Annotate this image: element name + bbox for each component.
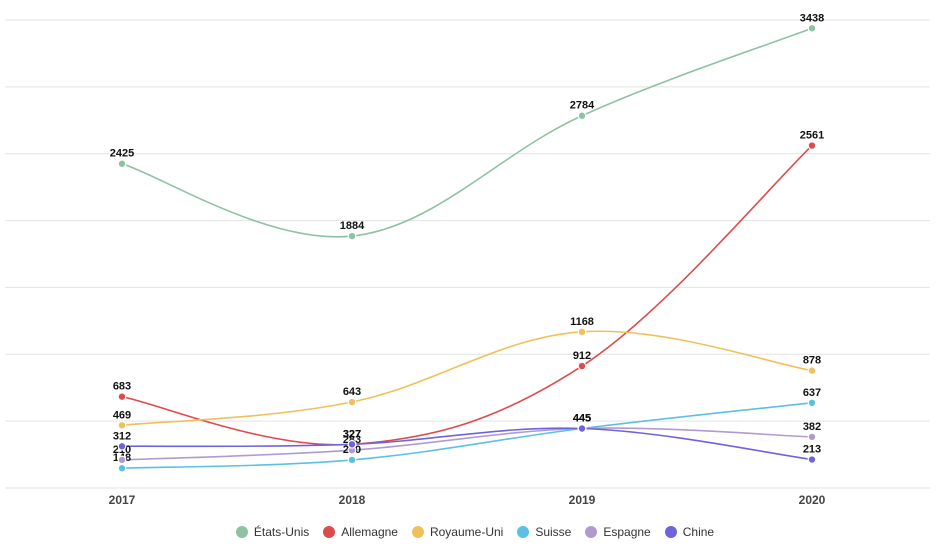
legend-item[interactable]: États-Unis <box>235 525 310 539</box>
data-label: 637 <box>803 387 821 399</box>
data-label: 445 <box>573 412 591 424</box>
series-line <box>121 427 813 461</box>
data-label: 213 <box>803 444 821 456</box>
legend-swatch <box>323 526 336 538</box>
data-point <box>577 361 587 371</box>
legend-swatch <box>517 526 530 538</box>
legend-item[interactable]: Chine <box>664 525 715 539</box>
data-label: 643 <box>343 386 361 398</box>
x-tick-label: 2017 <box>109 493 136 507</box>
data-point <box>117 159 127 169</box>
data-label: 2425 <box>110 148 134 160</box>
data-point <box>807 455 817 464</box>
x-tick-label: 2018 <box>339 493 366 507</box>
series-line <box>121 27 813 238</box>
data-point <box>807 432 817 442</box>
line-chart: 2017 2018 2019 2020 2425 1884 2784 3438 683 327 91… <box>5 12 930 507</box>
legend-item[interactable]: Royaume-Uni <box>411 525 504 539</box>
data-label: 878 <box>803 355 821 367</box>
data-point <box>117 392 127 402</box>
x-tick-label: 2019 <box>569 493 596 507</box>
legend-swatch <box>235 526 248 538</box>
data-point <box>807 23 817 33</box>
data-point <box>347 439 357 449</box>
legend-label: Suisse <box>535 525 572 539</box>
data-label: 445 <box>573 412 591 424</box>
data-label: 312 <box>113 430 131 442</box>
data-point <box>117 463 127 473</box>
legend-label: Allemagne <box>341 525 398 539</box>
legend-swatch <box>411 526 424 538</box>
data-point <box>347 455 357 465</box>
legend-label: Royaume-Uni <box>429 525 504 539</box>
chart-legend: États-Unis Allemagne Royaume-Uni Suisse Espa… <box>0 525 950 539</box>
legend-swatch <box>664 526 677 538</box>
data-label: 2561 <box>800 130 824 142</box>
data-point <box>577 424 587 433</box>
legend-label: Espagne <box>603 525 651 539</box>
x-tick-label: 2020 <box>799 493 826 507</box>
data-point <box>577 327 587 337</box>
legend-label: Chine <box>682 525 715 539</box>
data-label: 2784 <box>570 100 595 112</box>
data-label: 912 <box>573 350 591 362</box>
data-point <box>347 231 357 241</box>
data-point <box>117 420 127 430</box>
data-label: 382 <box>803 421 821 433</box>
data-label: 327 <box>343 428 361 440</box>
data-label: 3438 <box>800 12 824 24</box>
data-point <box>117 441 127 451</box>
data-point <box>577 111 587 121</box>
legend-swatch <box>585 526 598 538</box>
data-point <box>807 141 817 150</box>
data-label: 469 <box>113 409 131 421</box>
data-point <box>807 366 817 375</box>
data-point <box>117 455 127 465</box>
data-label: 327 <box>343 428 361 440</box>
legend-item[interactable]: Suisse <box>517 525 571 539</box>
data-point <box>807 398 817 408</box>
data-label: 1168 <box>570 316 594 328</box>
data-point <box>347 397 357 407</box>
data-label: 1884 <box>340 220 365 232</box>
data-label: 683 <box>113 381 131 393</box>
legend-item[interactable]: Espagne <box>585 525 651 539</box>
series-line <box>121 144 813 446</box>
legend-item[interactable]: Allemagne <box>323 525 398 539</box>
series-line <box>121 427 813 461</box>
legend-label: États-Unis <box>253 525 310 539</box>
data-label: 445 <box>573 412 591 424</box>
series-line <box>121 402 813 470</box>
series-line <box>121 330 813 427</box>
